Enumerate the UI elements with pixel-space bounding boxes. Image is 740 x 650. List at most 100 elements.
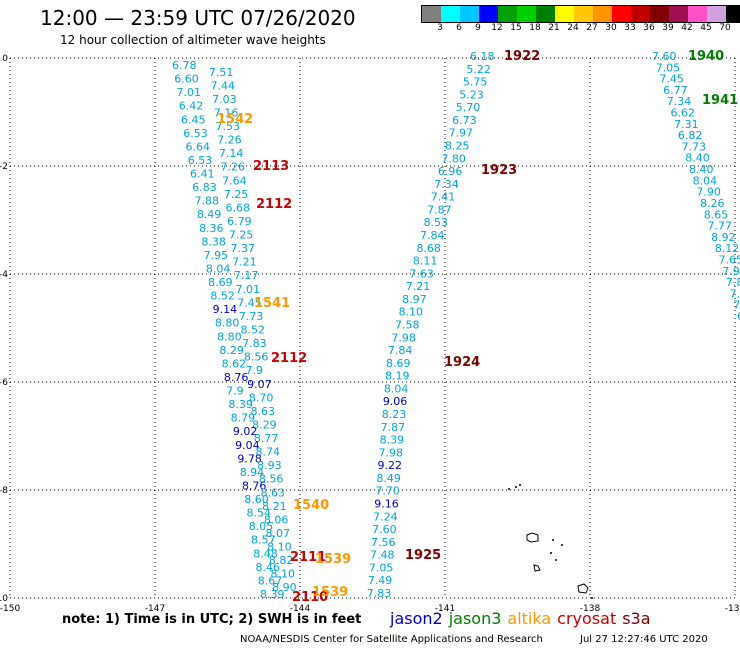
- lat-axis-label: -2: [0, 162, 8, 172]
- wave-height-value: 8.80: [215, 317, 240, 330]
- wave-height-value: 8.07: [266, 527, 291, 540]
- wave-height-value: 7.84: [420, 229, 445, 242]
- wave-height-value: 6.42: [179, 100, 204, 113]
- wave-height-value: 6.96: [438, 165, 463, 178]
- wave-height-value: 7.26: [217, 134, 242, 147]
- island-outline: [533, 564, 541, 572]
- wave-height-value: 7.1: [730, 287, 740, 300]
- wave-height-value: 8.77: [254, 432, 278, 445]
- wave-height-value: 7.53: [216, 120, 241, 133]
- wave-height-value: 5.75: [463, 76, 488, 89]
- wave-height-value: 7.73: [239, 310, 263, 323]
- wave-height-value: 8.79: [231, 412, 256, 425]
- wave-height-value: 7.41: [431, 191, 456, 204]
- wave-height-value: 8.21: [262, 500, 287, 513]
- wave-height-value: 8.25: [445, 140, 470, 153]
- lon-axis-label: -135: [725, 604, 740, 614]
- pass-time-label: 1539: [315, 552, 351, 567]
- lat-axis-label: -4: [0, 270, 8, 280]
- wave-height-value: 7.03: [212, 93, 237, 106]
- color-swatch: [707, 6, 726, 22]
- color-swatch: [688, 6, 707, 22]
- island-dot: [515, 486, 517, 488]
- wave-height-value: 8.70: [249, 391, 273, 404]
- color-swatch: [726, 6, 740, 22]
- pass-time-label: 2111: [290, 550, 326, 565]
- wave-height-value: 7.87: [427, 203, 452, 216]
- wave-height-value: 8.39: [228, 398, 253, 411]
- wave-height-value: 7.21: [232, 256, 257, 269]
- wave-height-value: 7.17: [234, 269, 258, 282]
- wave-height-value: 7.14: [219, 147, 244, 160]
- wave-height-value: 7.01: [177, 86, 202, 99]
- generation-timestamp: Jul 27 12:27:46 UTC 2020: [580, 634, 708, 645]
- wave-height-value: 8.69: [386, 357, 411, 370]
- wave-height-value: 8.04: [206, 262, 231, 275]
- wave-height-value: 9.16: [374, 498, 399, 511]
- wave-height-value: 8.12: [715, 242, 740, 255]
- wave-height-value: 8.48: [253, 547, 278, 560]
- wave-height-value: 8.52: [241, 324, 266, 337]
- color-swatch: [650, 6, 669, 22]
- color-scale-label: 24: [567, 23, 579, 33]
- chart-title: 12:00 — 23:59 UTC 07/26/2020: [40, 6, 356, 30]
- island-dot: [591, 597, 593, 599]
- wave-height-value: 7.98: [379, 446, 404, 459]
- credit-text: NOAA/NESDIS Center for Satellite Applica…: [240, 634, 543, 645]
- wave-height-value: 8.76: [224, 371, 249, 384]
- wave-height-value: 8.60: [244, 493, 269, 506]
- wave-height-value: 6.82: [678, 129, 703, 142]
- color-swatch: [460, 6, 479, 22]
- wave-height-value: 7.58: [395, 319, 420, 332]
- wave-height-value: 6: [737, 310, 740, 323]
- wave-height-value: 8.63: [251, 405, 276, 418]
- wave-height-value: 6.79: [227, 215, 252, 228]
- wave-height-value: 8.92: [711, 231, 736, 244]
- wave-height-value: 5.23: [459, 88, 484, 101]
- color-swatch: [479, 6, 498, 22]
- lon-axis-label: -144: [290, 604, 311, 614]
- wave-height-value: 7.9: [226, 385, 244, 398]
- wave-height-value: 9.07: [247, 378, 272, 391]
- wave-height-value: 8.54: [246, 507, 271, 520]
- wave-height-value: 6.53: [183, 127, 208, 140]
- color-swatch: [536, 6, 555, 22]
- color-swatch: [593, 6, 612, 22]
- wave-height-value: 9.22: [377, 459, 402, 472]
- legend-item-jason2: jason2: [390, 609, 443, 628]
- wave-height-value: 7.88: [195, 195, 220, 208]
- wave-height-value: 7.84: [388, 344, 413, 357]
- wave-height-value: 8.36: [199, 222, 224, 235]
- wave-height-value: 7.83: [242, 337, 267, 350]
- color-swatch: [422, 6, 441, 22]
- wave-height-value: 7.9: [246, 364, 264, 377]
- pass-time-label: 1940: [688, 49, 724, 64]
- wave-height-value: 8.29: [252, 418, 277, 431]
- pass-time-label: 1941: [702, 93, 738, 108]
- wave-height-value: 7.05: [369, 561, 394, 574]
- wave-height-value: 6.62: [670, 107, 695, 120]
- lon-axis-label: -138: [580, 604, 601, 614]
- wave-height-value: 9.06: [383, 395, 408, 408]
- color-swatch: [612, 6, 631, 22]
- wave-height-value: 8.94: [240, 466, 265, 479]
- lon-axis-label: -147: [145, 604, 165, 614]
- wave-height-value: 8.80: [217, 330, 242, 343]
- color-scale-label: 30: [605, 23, 617, 33]
- color-scale-label: 42: [681, 23, 693, 33]
- wave-height-value: 5.22: [466, 63, 491, 76]
- wave-height-value: 8.05: [249, 520, 274, 533]
- wave-height-value: 8.06: [264, 513, 289, 526]
- wave-height-value: 7.80: [441, 152, 466, 165]
- legend-item-cryosat: cryosat: [557, 609, 617, 628]
- island-dot: [508, 488, 510, 490]
- color-scale-label: 33: [624, 23, 636, 33]
- legend-item-s3a: s3a: [622, 609, 651, 628]
- wave-height-value: 7.77: [707, 220, 732, 233]
- wave-height-value: 5.70: [456, 101, 481, 114]
- chart-subtitle: 12 hour collection of altimeter wave hei…: [60, 33, 326, 47]
- wave-height-value: 7.49: [368, 574, 393, 587]
- wave-height-value: 7.25: [224, 188, 249, 201]
- island-dot: [561, 544, 563, 546]
